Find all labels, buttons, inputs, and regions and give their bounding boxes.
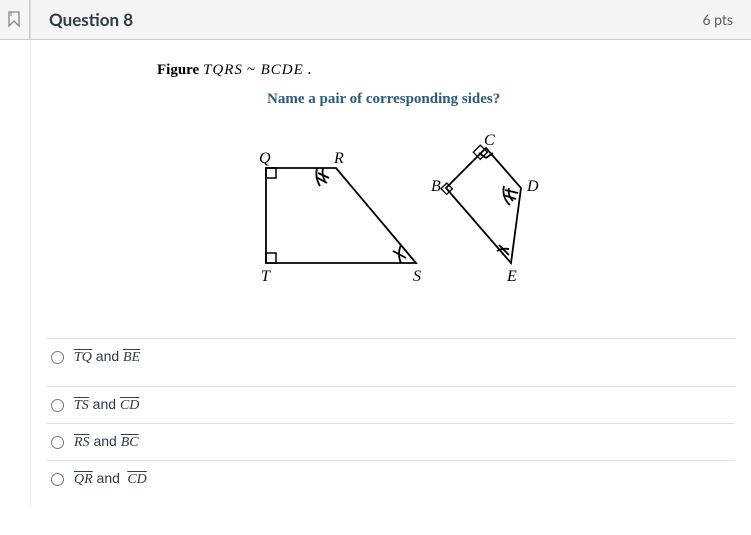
answer-option-3[interactable]: QR and CD (47, 460, 735, 497)
figure-statement: Figure TQRS ~ BCDE . (157, 60, 735, 79)
label-B: B (431, 178, 441, 195)
label-R: R (333, 150, 344, 167)
question-points: 6 pts (702, 11, 733, 28)
statement-period: . (308, 60, 312, 78)
answer-option-1[interactable]: TS and CD (47, 386, 735, 423)
answer-radio-3[interactable] (51, 473, 64, 486)
joiner-3: and (93, 470, 124, 486)
joiner-0: and (92, 348, 123, 364)
answer-radio-1[interactable] (51, 399, 64, 412)
answer-3-seg2: CD (127, 472, 146, 487)
flag-question-button[interactable] (0, 0, 30, 40)
label-T: T (261, 268, 271, 285)
answer-2-seg2: BC (121, 435, 139, 450)
answer-option-2[interactable]: RS and BC (47, 423, 735, 460)
answer-0-seg1: TQ (74, 350, 92, 365)
label-Q: Q (259, 150, 271, 167)
answer-0-seg2: BE (123, 350, 140, 365)
label-C: C (484, 133, 495, 149)
similarity-left: TQRS (203, 62, 243, 78)
label-D: D (526, 178, 539, 195)
bookmark-icon (7, 11, 23, 29)
answer-option-0[interactable]: TQ and BE (47, 338, 735, 386)
label-S: S (413, 268, 421, 285)
question-title-wrap: Question 8 6 pts (30, 0, 751, 39)
question-body: Figure TQRS ~ BCDE . Name a pair of corr… (30, 40, 751, 507)
geometry-svg: Q R T S (241, 133, 541, 293)
answer-1-seg1: TS (74, 398, 89, 413)
label-E: E (506, 268, 517, 285)
answer-1-seg2: CD (120, 398, 139, 413)
question-prompt: Name a pair of corresponding sides? (267, 91, 735, 108)
figure-diagram: Q R T S (47, 133, 735, 293)
joiner-1: and (89, 396, 120, 412)
answer-radio-2[interactable] (51, 436, 64, 449)
joiner-2: and (90, 433, 121, 449)
answer-2-seg1: RS (74, 435, 90, 450)
question-title: Question 8 (49, 9, 702, 30)
similarity-right: BCDE (261, 62, 304, 78)
figure-label: Figure (157, 62, 199, 78)
answer-radio-0[interactable] (51, 351, 64, 364)
answer-list: TQ and BE TS and CD RS and BC QR and CD (47, 338, 735, 497)
answer-3-seg1: QR (74, 472, 93, 487)
question-header: Question 8 6 pts (0, 0, 751, 40)
similarity-tilde: ~ (247, 62, 261, 78)
